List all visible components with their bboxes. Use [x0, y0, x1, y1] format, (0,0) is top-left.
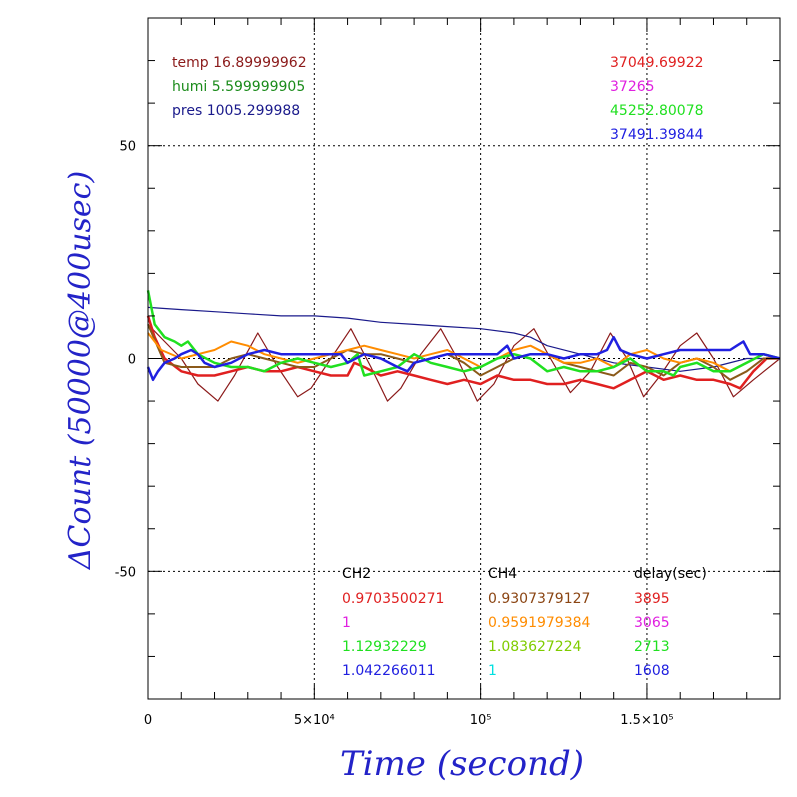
- table-cell: 1608: [634, 663, 670, 679]
- table-header: delay(sec): [634, 566, 707, 582]
- x-tick-label: 10⁵: [470, 713, 492, 728]
- table-cell: 3065: [634, 615, 670, 631]
- series-line-7: [146, 335, 781, 382]
- table-cell: 3895: [634, 591, 670, 607]
- series-group: [146, 290, 781, 402]
- series-line-4: [147, 324, 780, 381]
- series-line-6: [146, 290, 781, 377]
- table-cell: 1: [342, 615, 351, 631]
- table-cell: 0.9307379127: [488, 591, 590, 607]
- y-tick-label: 0: [128, 353, 136, 368]
- series-line-5: [147, 332, 781, 373]
- y-tick-label: -50: [115, 565, 136, 580]
- channel-mean-label: 37049.69922: [610, 55, 704, 71]
- channel-mean-label: 37265: [610, 79, 655, 95]
- labels: 0 5×10⁴ 10⁵ 1.5×10⁵ 50 0 -50 temp 16.89999962 hu…: [115, 55, 707, 728]
- x-tick-label: 5×10⁴: [294, 713, 335, 728]
- table-cell: 1.042266011: [342, 663, 436, 679]
- series-line-2: [147, 306, 780, 372]
- y-axis-title: ΔCount (50000@400usec): [63, 171, 98, 570]
- x-axis-title: Time (second): [340, 744, 584, 784]
- ticks: [147, 17, 781, 700]
- x-tick-label: 0: [144, 713, 152, 728]
- table-cell: 1.12932229: [342, 639, 427, 655]
- table-header: CH2: [342, 566, 371, 582]
- table-cell: 0.9703500271: [342, 591, 444, 607]
- y-tick-label: 50: [119, 140, 136, 155]
- env-label: temp 16.89999962: [172, 55, 307, 71]
- table-header: CH4: [488, 566, 517, 582]
- env-label: humi 5.599999905: [172, 79, 305, 95]
- table-cell: 1: [488, 663, 497, 679]
- table-cell: 0.9591979384: [488, 615, 591, 631]
- env-label: pres 1005.299988: [172, 103, 300, 119]
- channel-mean-label: 37491.39844: [610, 127, 704, 143]
- table-cell: 1.083627224: [488, 639, 582, 655]
- x-tick-label: 1.5×10⁵: [620, 713, 673, 728]
- channel-mean-label: 45252.80078: [610, 103, 704, 119]
- table-cell: 2713: [634, 639, 670, 655]
